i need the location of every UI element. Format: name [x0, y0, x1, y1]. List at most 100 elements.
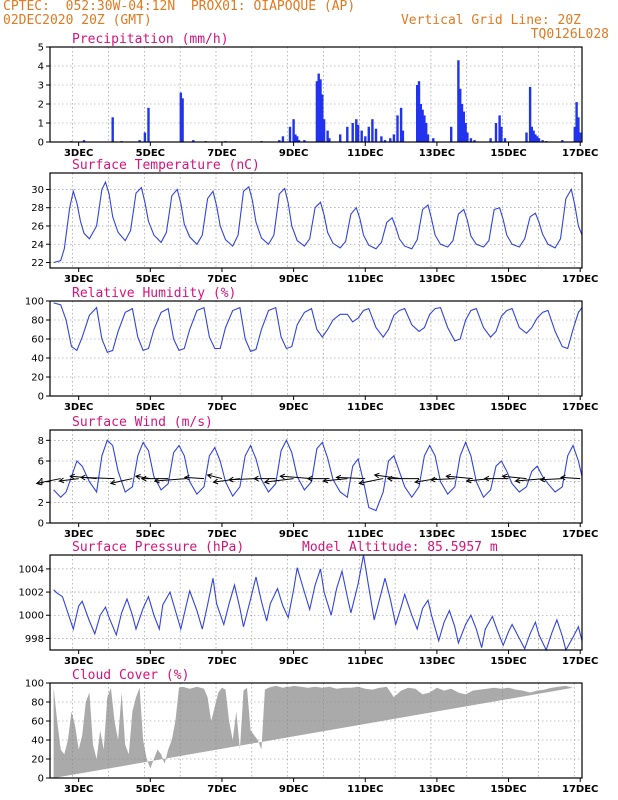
precip-bar [579, 132, 582, 142]
header-date-line: 02DEC2020 20Z (GMT) [3, 13, 152, 28]
wind-arrow-head [58, 477, 65, 484]
cloud-xtick-label: 3DEC [64, 784, 93, 795]
precip-bar [192, 140, 195, 142]
cloud-xtick-label: 7DEC [207, 784, 236, 795]
precip-ytick-label: 2 [38, 100, 44, 111]
temp-xtick-label: 15DEC [490, 274, 526, 285]
precip-bar [459, 88, 462, 142]
wind-arrow [110, 478, 133, 484]
precip-bar [374, 128, 378, 142]
wind-arrow [374, 474, 402, 480]
wind-arrow [36, 478, 61, 484]
precip-ytick-label: 0 [38, 138, 44, 149]
wind-arrow [446, 475, 473, 480]
precip-bar [143, 132, 147, 142]
rh-xtick-label: 3DEC [64, 402, 93, 413]
pressure-panel-title: Surface Pressure (hPa) [72, 540, 244, 555]
cloud-xtick-label: 5DEC [136, 784, 165, 795]
wind-series-line [53, 439, 583, 512]
precip-bar [426, 134, 430, 142]
wind-arrow [430, 478, 455, 481]
precip-bar [498, 115, 501, 142]
precip-bar [419, 104, 422, 142]
pressure-xtick-label: 5DEC [136, 656, 165, 667]
rh-ytick-label: 0 [38, 392, 44, 403]
wind-xtick-label: 17DEC [562, 529, 598, 540]
precip-bar [421, 109, 424, 142]
rh-xtick-label: 15DEC [490, 402, 526, 413]
precip-bar [536, 136, 539, 142]
temp-panel-title: Surface Temperature (nC) [72, 158, 260, 173]
temp-xtick-label: 13DEC [419, 274, 455, 285]
wind-arrow [59, 478, 79, 482]
wind-xtick-label: 13DEC [419, 529, 455, 540]
precip-bar [360, 130, 363, 142]
precip-bar [528, 86, 532, 142]
header-grid-line-note: Vertical Grid Line: 20Z [400, 13, 581, 28]
wind-arrow-head [140, 475, 147, 482]
rh-panel-title: Relative Humidity (%) [72, 286, 236, 301]
rh-xtick-label: 17DEC [562, 402, 598, 413]
rh-xtick-label: 9DEC [279, 402, 308, 413]
precip-bar [292, 119, 295, 142]
cloud-panel-title: Cloud Cover (%) [72, 668, 189, 683]
precip-bar [457, 60, 460, 142]
precip-bar [315, 81, 319, 142]
precip-bar [399, 107, 403, 142]
temp-xtick-label: 7DEC [207, 274, 236, 285]
temp-xtick-label: 5DEC [136, 274, 165, 285]
pressure-series-line [53, 554, 583, 652]
pressure-frame [49, 554, 583, 651]
precip-bar [82, 140, 86, 142]
pressure-ytick-label: 1000 [19, 611, 44, 622]
precip-bar [532, 130, 535, 142]
rh-ytick-label: 20 [31, 373, 44, 384]
precip-bar [500, 126, 503, 142]
precip-bar [541, 140, 544, 142]
pressure-xtick-label: 11DEC [347, 656, 383, 667]
precip-ytick-label: 5 [38, 43, 44, 54]
wind-arrow [184, 476, 205, 480]
precip-bar [321, 94, 324, 142]
precip-bar [494, 123, 498, 142]
precip-bar [364, 136, 367, 142]
rh-ytick-label: 40 [31, 354, 44, 365]
precip-bar [573, 126, 576, 142]
precip-bar [561, 140, 564, 142]
precip-bar [469, 138, 473, 142]
wind-xtick-label: 15DEC [490, 529, 526, 540]
rh-ytick-label: 100 [25, 297, 44, 308]
wind-ytick-label: 0 [38, 519, 44, 530]
wind-xtick-label: 3DEC [64, 529, 93, 540]
precip-bar [351, 123, 354, 142]
wind-arrow-head [212, 478, 219, 485]
temp-series-line [53, 180, 583, 264]
temp-ytick-label: 30 [31, 185, 44, 196]
precip-frame [49, 46, 583, 143]
wind-arrow [228, 478, 258, 481]
pressure-ytick-label: 998 [25, 634, 44, 645]
wind-arrow-head [445, 473, 452, 480]
wind-arrow-head [279, 473, 286, 480]
wind-arrow-head [539, 476, 546, 483]
temp-ytick-label: 24 [31, 240, 44, 251]
wind-xtick-label: 5DEC [136, 529, 165, 540]
precip-bar [322, 119, 326, 142]
temp-xtick-label: 11DEC [347, 274, 383, 285]
pressure-xtick-label: 3DEC [64, 656, 93, 667]
wind-arrow-head [322, 477, 329, 484]
wind-arrow-head [153, 477, 160, 484]
precip-bar [577, 117, 580, 142]
wind-arrow-head [69, 473, 75, 480]
precip-bar [525, 132, 528, 142]
wind-xtick-label: 7DEC [207, 529, 236, 540]
precip-bar [278, 140, 281, 142]
pressure-ytick-label: 1002 [19, 588, 44, 599]
precip-bar [147, 107, 150, 142]
temp-ytick-label: 28 [31, 203, 44, 214]
wind-arrow-head [134, 474, 141, 480]
header-model-id: TQ0126L028 [530, 27, 609, 42]
wind-xtick-label: 9DEC [279, 529, 308, 540]
precip-panel-title: Precipitation (mm/h) [72, 32, 229, 47]
pressure-annotation: Model Altitude: 85.5957 m [302, 540, 498, 555]
